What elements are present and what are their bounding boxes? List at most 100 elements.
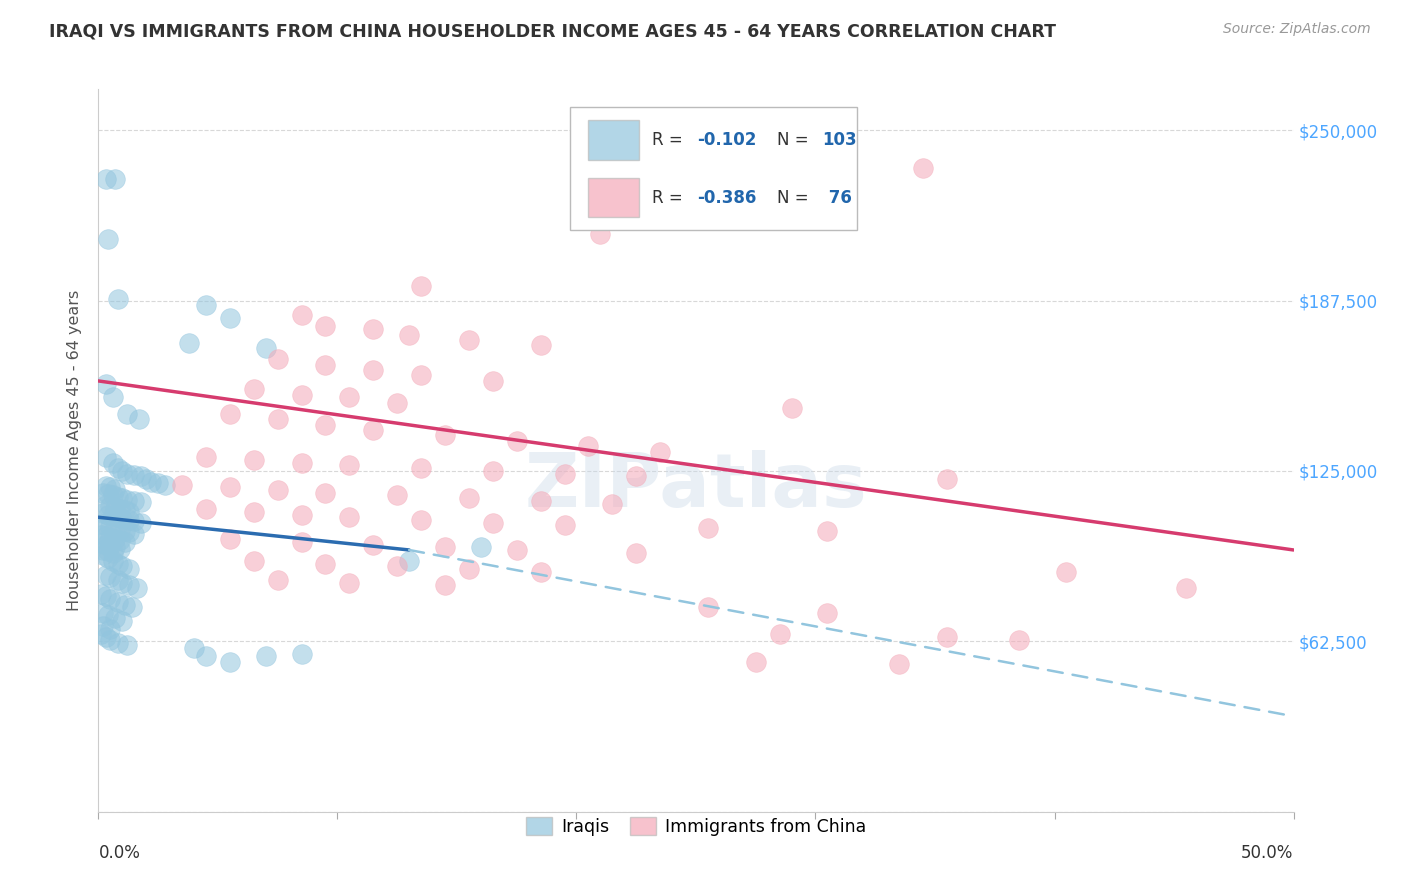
Point	[104, 532, 127, 546]
Point	[94, 498, 117, 512]
Point	[398, 327, 420, 342]
Point	[385, 488, 409, 502]
Point	[291, 647, 314, 661]
Point	[121, 600, 143, 615]
Point	[243, 554, 266, 568]
Point	[97, 544, 120, 558]
Point	[219, 480, 242, 494]
Point	[104, 611, 127, 625]
Point	[91, 485, 114, 500]
Point	[94, 376, 117, 391]
Point	[97, 551, 120, 566]
Point	[98, 500, 122, 514]
Point	[411, 461, 433, 475]
Text: -0.386: -0.386	[697, 188, 756, 207]
Point	[315, 417, 337, 432]
Point	[97, 487, 120, 501]
Point	[91, 543, 114, 558]
Point	[1175, 581, 1198, 595]
Point	[111, 575, 134, 590]
Point	[267, 352, 290, 367]
Point	[135, 472, 157, 486]
Point	[602, 497, 624, 511]
Point	[98, 480, 122, 494]
Point	[291, 309, 314, 323]
Point	[114, 524, 136, 538]
Point	[111, 559, 134, 574]
Point	[98, 622, 122, 636]
Point	[458, 562, 481, 576]
Point	[124, 494, 146, 508]
Point	[101, 488, 124, 502]
Text: R =: R =	[652, 131, 688, 149]
Text: 0.0%: 0.0%	[98, 844, 141, 863]
Point	[94, 590, 117, 604]
Point	[104, 521, 127, 535]
Point	[125, 581, 148, 595]
Point	[128, 412, 150, 426]
Point	[530, 565, 553, 579]
Point	[291, 387, 314, 401]
Point	[104, 500, 127, 515]
Point	[911, 161, 934, 176]
Point	[114, 598, 136, 612]
Text: 50.0%: 50.0%	[1241, 844, 1294, 863]
Point	[94, 450, 117, 465]
Point	[339, 458, 361, 473]
Point	[98, 520, 122, 534]
Point	[94, 529, 117, 543]
Point	[104, 482, 127, 496]
Point	[530, 494, 553, 508]
Text: IRAQI VS IMMIGRANTS FROM CHINA HOUSEHOLDER INCOME AGES 45 - 64 YEARS CORRELATION: IRAQI VS IMMIGRANTS FROM CHINA HOUSEHOLD…	[49, 22, 1056, 40]
Point	[398, 554, 420, 568]
Point	[291, 534, 314, 549]
Point	[111, 464, 134, 478]
Text: ZIPatlas: ZIPatlas	[524, 450, 868, 523]
Point	[98, 531, 122, 545]
Point	[101, 390, 124, 404]
Point	[131, 516, 153, 530]
Point	[385, 396, 409, 410]
Point	[94, 567, 117, 582]
Point	[91, 506, 114, 520]
Point	[107, 595, 129, 609]
Point	[118, 505, 141, 519]
Point	[768, 627, 790, 641]
Point	[107, 490, 129, 504]
Point	[589, 227, 612, 241]
Point	[101, 508, 124, 523]
Point	[111, 511, 134, 525]
Point	[793, 134, 815, 148]
Point	[107, 510, 129, 524]
Point	[98, 632, 122, 647]
Point	[315, 485, 337, 500]
Point	[578, 439, 600, 453]
Point	[339, 575, 361, 590]
Point	[183, 641, 205, 656]
Point	[481, 464, 505, 478]
Point	[254, 341, 277, 355]
Point	[267, 483, 290, 497]
Point	[115, 492, 138, 507]
Point	[554, 518, 576, 533]
Point	[90, 536, 112, 550]
Point	[291, 508, 314, 522]
Point	[94, 172, 117, 186]
Point	[254, 649, 277, 664]
Point	[554, 467, 576, 481]
Point	[195, 450, 218, 465]
Point	[411, 513, 433, 527]
Point	[124, 526, 146, 541]
Text: N =: N =	[778, 131, 814, 149]
Point	[94, 518, 117, 533]
Point	[889, 657, 911, 672]
Point	[124, 468, 146, 483]
Point	[98, 539, 122, 553]
Point	[195, 649, 218, 664]
Point	[97, 508, 120, 522]
Point	[195, 502, 218, 516]
Point	[243, 453, 266, 467]
Point	[107, 461, 129, 475]
Point	[114, 534, 136, 549]
Point	[91, 549, 114, 563]
